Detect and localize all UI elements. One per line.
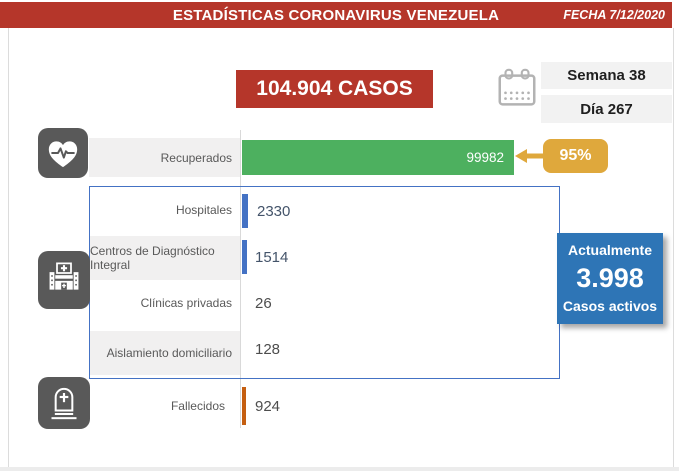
card-left-border xyxy=(8,28,9,468)
bar-cdi xyxy=(242,240,247,274)
total-cases-badge: 104.904 CASOS xyxy=(236,70,433,108)
hospital-icon xyxy=(38,251,90,309)
active-cases-caption-bottom: Casos activos xyxy=(562,298,658,315)
calendar-icon xyxy=(494,66,540,112)
card-right-border xyxy=(673,28,674,468)
label-cdi: Centros de Diagnóstico Integral xyxy=(90,236,240,280)
value-aislamiento: 128 xyxy=(255,340,281,358)
heart-pulse-icon xyxy=(38,128,88,178)
tombstone-icon xyxy=(38,377,90,429)
active-cases-value: 3.998 xyxy=(576,262,644,293)
label-recuperados: Recuperados xyxy=(89,138,240,177)
value-hospitales: 2330 xyxy=(257,202,291,220)
header-bar xyxy=(0,2,672,28)
value-fallecidos: 924 xyxy=(255,397,281,415)
label-clinicas-privadas: Clínicas privadas xyxy=(140,296,232,310)
card-bottom-border xyxy=(0,467,679,471)
page-title: ESTADÍSTICAS CORONAVIRUS VENEZUELA xyxy=(172,6,500,24)
value-clinicas-privadas: 26 xyxy=(255,294,272,312)
header-date: FECHA 7/12/2020 xyxy=(563,8,665,22)
recovered-percentage-badge: 95% xyxy=(543,139,608,173)
value-cdi: 1514 xyxy=(255,248,289,266)
active-cases-box: Actualmente 3.998 Casos activos xyxy=(557,233,663,324)
day-badge: Día 267 xyxy=(541,95,672,123)
label-aislamiento: Aislamiento domiciliario xyxy=(90,331,240,375)
bar-fallecidos xyxy=(242,387,246,425)
active-cases-caption-top: Actualmente xyxy=(567,241,653,258)
label-hospitales: Hospitales xyxy=(175,203,232,217)
week-badge: Semana 38 xyxy=(541,62,672,89)
label-fallecidos: Fallecidos xyxy=(170,399,225,413)
chart-axis-line xyxy=(240,130,241,428)
bar-recuperados: 99982 xyxy=(242,140,514,175)
left-arrow-icon xyxy=(514,147,545,165)
bar-hospitales xyxy=(242,194,248,228)
